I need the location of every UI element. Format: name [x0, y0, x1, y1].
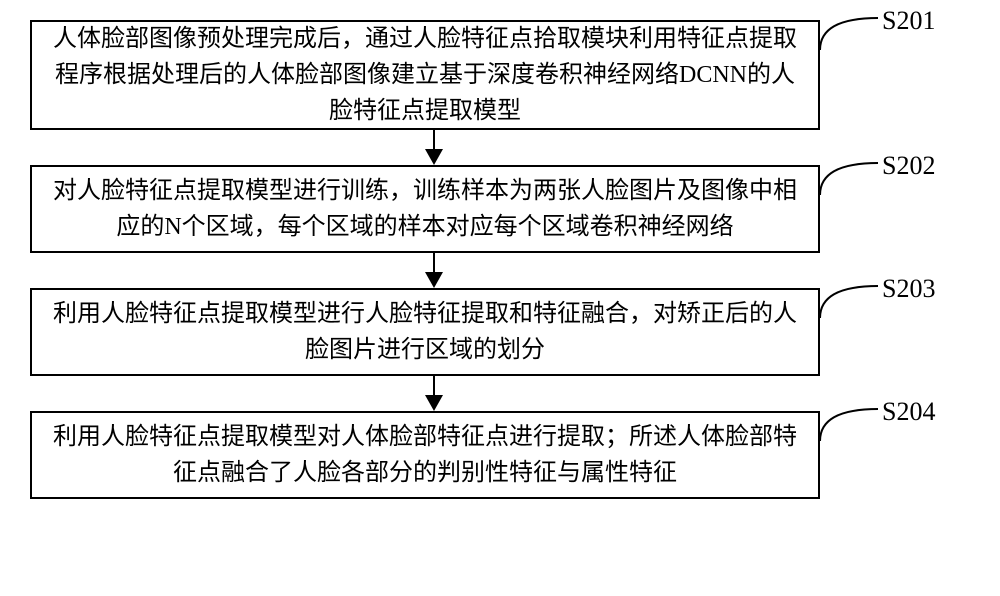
flow-arrow [425, 376, 443, 411]
flow-row: 利用人脸特征点提取模型进行人脸特征提取和特征融合，对矫正后的人脸图片进行区域的划… [30, 288, 970, 376]
step-id-label: S203 [882, 274, 935, 304]
flow-arrow [425, 130, 443, 165]
flow-row: 人体脸部图像预处理完成后，通过人脸特征点拾取模块利用特征点提取程序根据处理后的人… [30, 20, 970, 130]
flow-step-box: 人体脸部图像预处理完成后，通过人脸特征点拾取模块利用特征点提取程序根据处理后的人… [30, 20, 820, 130]
flowchart-container: 人体脸部图像预处理完成后，通过人脸特征点拾取模块利用特征点提取程序根据处理后的人… [30, 20, 970, 499]
arrow-head-icon [425, 149, 443, 165]
flow-step-box: 利用人脸特征点提取模型进行人脸特征提取和特征融合，对矫正后的人脸图片进行区域的划… [30, 288, 820, 376]
arrow-line [433, 130, 435, 149]
flow-step-box: 对人脸特征点提取模型进行训练，训练样本为两张人脸图片及图像中相应的N个区域，每个… [30, 165, 820, 253]
flow-row: 利用人脸特征点提取模型对人体脸部特征点进行提取；所述人体脸部特征点融合了人脸各部… [30, 411, 970, 499]
flow-row: 对人脸特征点提取模型进行训练，训练样本为两张人脸图片及图像中相应的N个区域，每个… [30, 165, 970, 253]
arrow-head-icon [425, 272, 443, 288]
arrow-head-icon [425, 395, 443, 411]
flow-arrow [425, 253, 443, 288]
step-id-label: S204 [882, 397, 935, 427]
arrow-line [433, 253, 435, 272]
arrow-line [433, 376, 435, 395]
step-id-label: S202 [882, 151, 935, 181]
flow-step-box: 利用人脸特征点提取模型对人体脸部特征点进行提取；所述人体脸部特征点融合了人脸各部… [30, 411, 820, 499]
step-id-label: S201 [882, 6, 935, 36]
